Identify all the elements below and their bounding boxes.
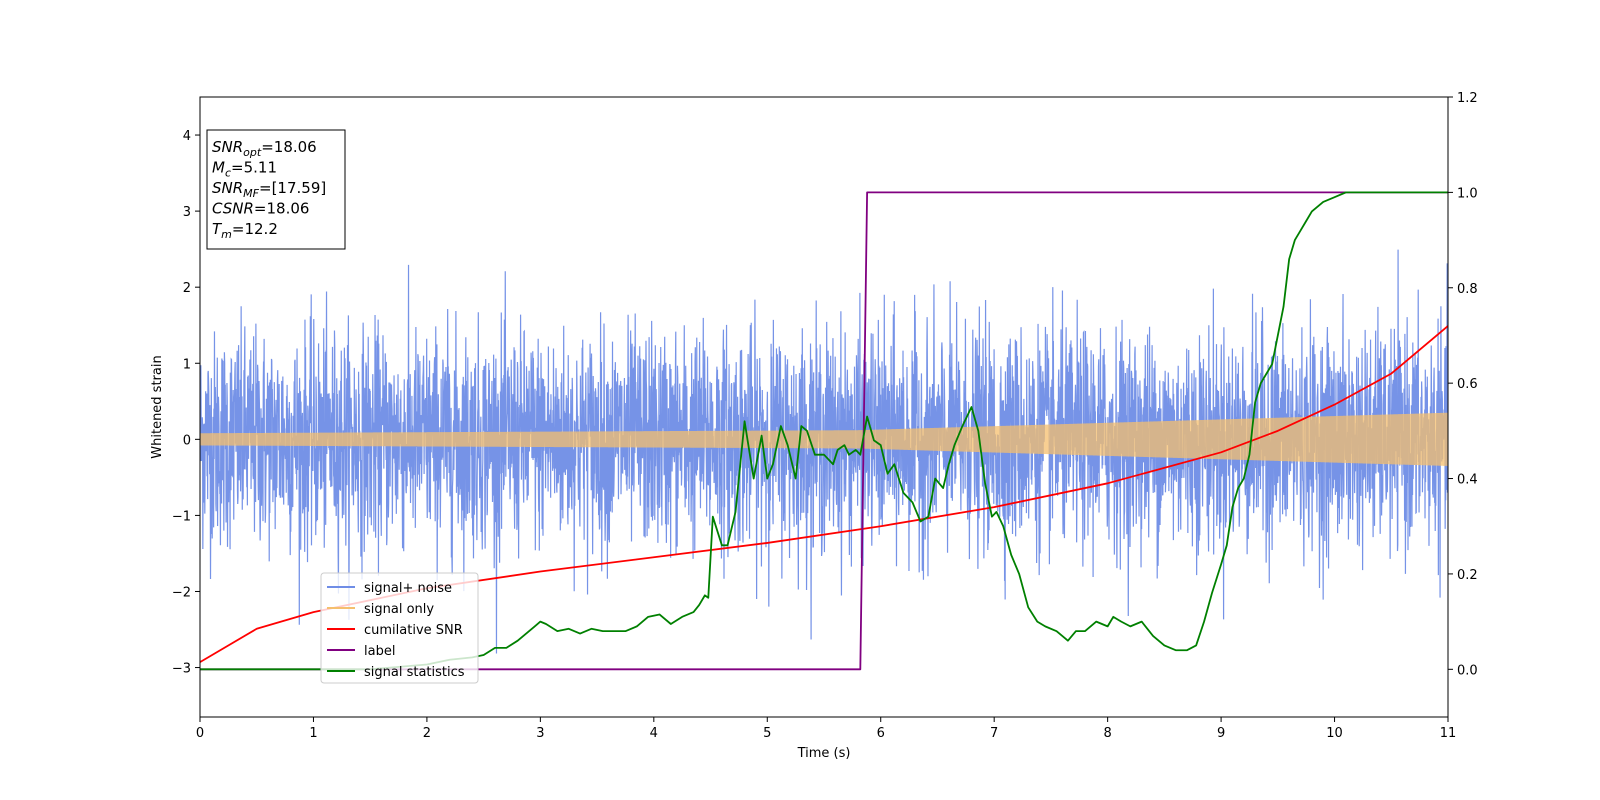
info-line: SNRopt=18.06 xyxy=(212,138,317,159)
info-line: Tm=12.2 xyxy=(212,220,278,241)
legend: signal+ noise signal only cumilative SNR la… xyxy=(320,572,479,684)
x-tick-label: 0 xyxy=(196,726,204,741)
x-tick-label: 9 xyxy=(1217,726,1225,741)
info-symbol: CSNR xyxy=(212,200,254,218)
legend-label: label xyxy=(364,644,395,659)
y-axis-left: −3 −2 −1 0 1 2 3 4 xyxy=(172,129,200,677)
info-subscript: c xyxy=(225,167,231,180)
y2-tick-label: 0.4 xyxy=(1457,473,1478,488)
series-signal-only-line xyxy=(200,412,1448,466)
y2-tick-label: 0.0 xyxy=(1457,663,1478,678)
y-axis-label: Whitened strain xyxy=(150,355,165,458)
x-tick-label: 10 xyxy=(1326,726,1343,741)
series-signal-statistics-line xyxy=(200,191,1448,671)
y-tick-label: −2 xyxy=(172,585,191,600)
info-subscript: opt xyxy=(243,146,262,159)
y2-tick-label: 1.0 xyxy=(1457,186,1478,201)
x-tick-label: 4 xyxy=(650,726,658,741)
info-symbol: SNR xyxy=(212,138,243,156)
plot-frame xyxy=(199,96,1449,718)
y-tick-label: 2 xyxy=(183,281,191,296)
x-axis-label: Time (s) xyxy=(797,746,851,761)
y2-tick-label: 0.2 xyxy=(1457,568,1478,583)
y2-tick-label: 0.6 xyxy=(1457,377,1478,392)
y2-tick-label: 1.2 xyxy=(1457,91,1478,106)
info-line: Mc=5.11 xyxy=(212,159,277,180)
info-line: SNRMF=[17.59] xyxy=(212,179,326,200)
y2-tick-label: 0.8 xyxy=(1457,282,1478,297)
y-axis-right: 0.0 0.2 0.4 0.6 0.8 1.0 1.2 xyxy=(1448,91,1478,678)
x-tick-label: 2 xyxy=(423,726,431,741)
x-tick-label: 1 xyxy=(309,726,317,741)
x-tick-label: 7 xyxy=(990,726,998,741)
x-tick-label: 8 xyxy=(1103,726,1111,741)
legend-label: signal+ noise xyxy=(364,581,452,596)
info-subscript: MF xyxy=(243,187,259,200)
x-tick-label: 5 xyxy=(763,726,771,741)
info-value: =12.2 xyxy=(232,220,278,238)
x-tick-label: 3 xyxy=(536,726,544,741)
legend-label: cumilative SNR xyxy=(364,623,463,638)
info-symbol: SNR xyxy=(212,179,243,197)
y-tick-label: 0 xyxy=(183,433,191,448)
y-tick-label: 1 xyxy=(183,357,191,372)
info-value: =18.06 xyxy=(254,200,310,218)
info-box: SNRopt=18.06Mc=5.11SNRMF=[17.59]CSNR=18.… xyxy=(206,129,346,250)
info-symbol: M xyxy=(212,159,225,177)
y-tick-label: 4 xyxy=(183,129,191,144)
x-tick-label: 11 xyxy=(1440,726,1457,741)
info-box-frame xyxy=(206,129,346,250)
legend-label: signal only xyxy=(364,602,434,617)
info-subscript: m xyxy=(221,228,232,241)
info-value: =[17.59] xyxy=(259,179,326,197)
info-symbol: T xyxy=(212,220,223,238)
y-tick-label: −3 xyxy=(172,662,191,677)
info-value: =18.06 xyxy=(261,138,317,156)
legend-frame xyxy=(320,572,479,684)
y-tick-label: −1 xyxy=(172,509,191,524)
info-line: CSNR=18.06 xyxy=(212,200,309,218)
y-tick-label: 3 xyxy=(183,205,191,220)
x-axis: 0 1 2 3 4 5 6 7 8 9 10 11 xyxy=(196,717,1456,741)
legend-label: signal statistics xyxy=(364,665,465,680)
x-tick-label: 6 xyxy=(877,726,885,741)
info-value: =5.11 xyxy=(231,159,277,177)
